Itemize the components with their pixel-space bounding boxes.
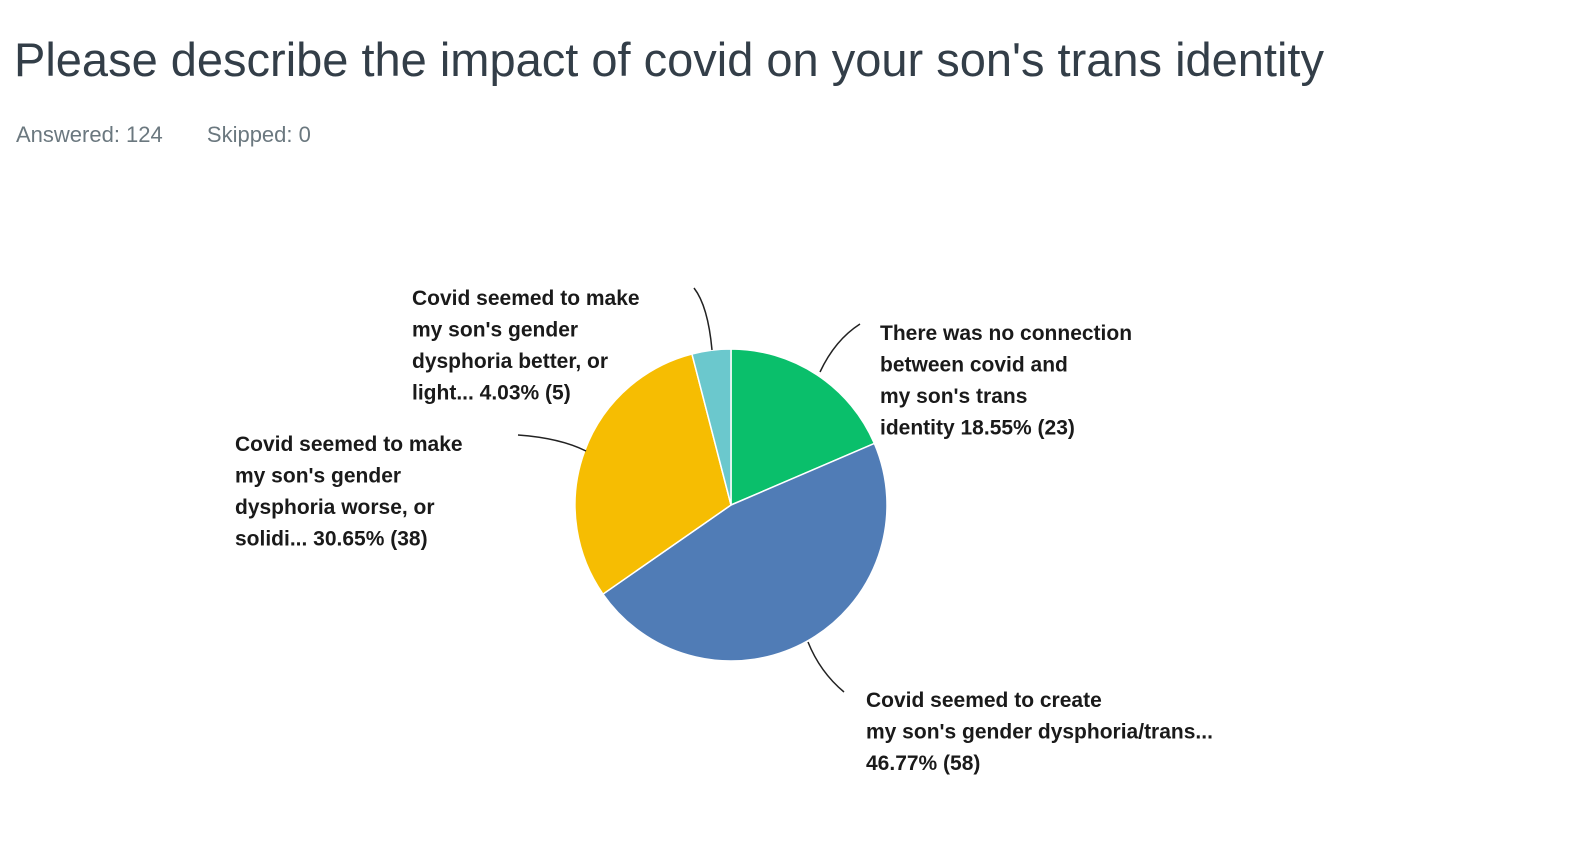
slice-label-2: Covid seemed to create my son's gender dy… bbox=[866, 689, 1213, 775]
slice-label-line: There was no connection bbox=[880, 322, 1132, 345]
slice-label-line: identity 18.55% (23) bbox=[880, 417, 1075, 440]
slice-label-line: my son's gender bbox=[235, 465, 401, 488]
pie-slice-4 bbox=[691, 348, 732, 506]
pie-slice-1 bbox=[730, 348, 876, 507]
leader-line-3 bbox=[517, 434, 587, 452]
leader-line-4 bbox=[693, 287, 713, 351]
response-stats: Answered: 124 Skipped: 0 bbox=[16, 121, 311, 149]
slice-label-4: Covid seemed to make my son's gender dysph… bbox=[412, 287, 640, 405]
leader-line-1 bbox=[819, 323, 861, 373]
slice-label-line: 46.77% (58) bbox=[866, 752, 980, 775]
pie-leader-lines bbox=[517, 287, 861, 693]
slice-label-1: There was no connection between covid and… bbox=[880, 322, 1132, 440]
pie-slice-2 bbox=[601, 442, 888, 662]
pie-labels: There was no connection between covid and… bbox=[235, 287, 1213, 775]
slice-label-line: my son's gender bbox=[412, 319, 578, 342]
question-title: Please describe the impact of covid on y… bbox=[14, 33, 1324, 86]
slice-label-line: Covid seemed to make bbox=[235, 433, 463, 456]
leader-line-2 bbox=[807, 641, 845, 693]
slice-label-line: Covid seemed to create bbox=[866, 689, 1102, 712]
slice-label-line: solidi... 30.65% (38) bbox=[235, 528, 428, 551]
slice-label-line: between covid and bbox=[880, 354, 1068, 377]
pie-slices bbox=[574, 348, 888, 662]
skipped-count: Skipped: 0 bbox=[206, 122, 311, 147]
slice-label-line: my son's trans bbox=[880, 385, 1027, 408]
answered-count: Answered: 124 bbox=[16, 122, 163, 147]
slice-label-line: Covid seemed to make bbox=[412, 287, 640, 310]
slice-label-line: my son's gender dysphoria/trans... bbox=[866, 721, 1213, 744]
slice-label-line: light... 4.03% (5) bbox=[412, 382, 571, 405]
slice-label-3: Covid seemed to make my son's gender dysph… bbox=[235, 433, 463, 551]
slice-label-line: dysphoria better, or bbox=[412, 350, 608, 373]
slice-label-line: dysphoria worse, or bbox=[235, 496, 435, 519]
